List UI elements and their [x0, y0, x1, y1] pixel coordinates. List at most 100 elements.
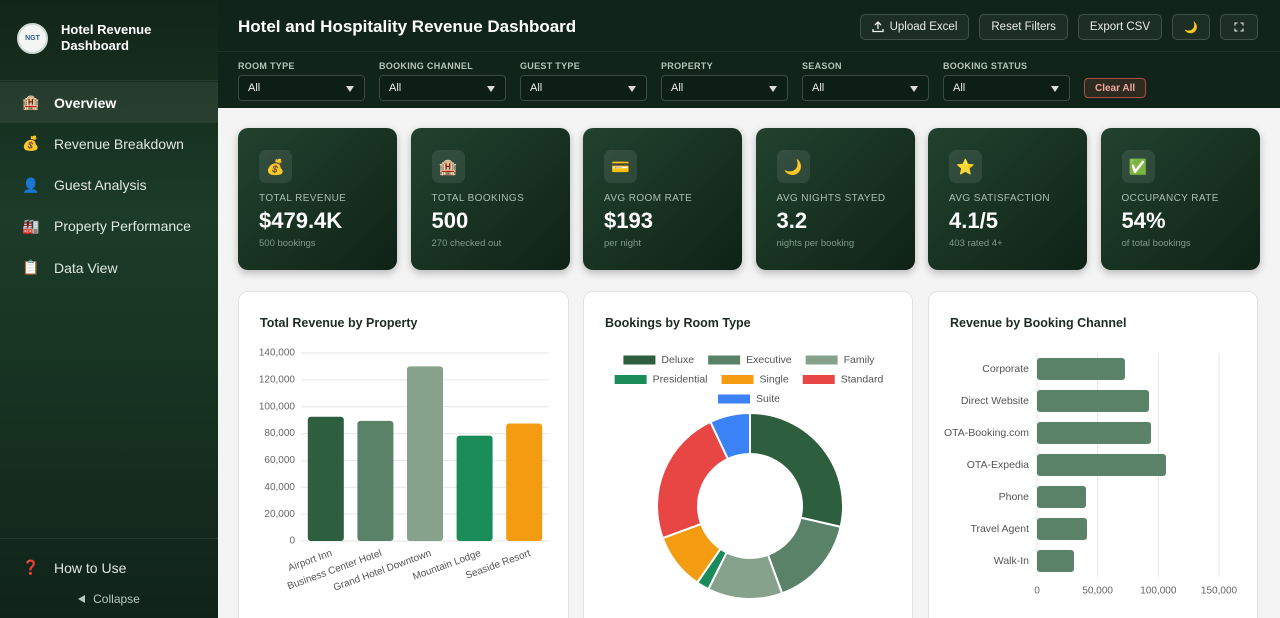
- y-tick-label: 80,000: [264, 428, 295, 439]
- x-tick-label: 150,000: [1201, 586, 1238, 597]
- theme-toggle[interactable]: 🌙: [1172, 14, 1210, 40]
- nav-item[interactable]: 📋 Data View: [0, 247, 218, 288]
- kpi-sub: nights per booking: [776, 238, 855, 249]
- y-tick-label: 140,000: [259, 348, 296, 359]
- fullscreen-button[interactable]: [1220, 14, 1258, 40]
- logo: NGT: [17, 23, 48, 54]
- kpi-label: AVG ROOM RATE: [604, 193, 693, 204]
- nav-item[interactable]: 💰 Revenue Breakdown: [0, 123, 218, 164]
- filter-label: PROPERTY: [661, 61, 713, 71]
- legend-item: Standard: [802, 373, 884, 385]
- bar: [1037, 454, 1166, 476]
- legend-swatch: [708, 355, 741, 365]
- nav-icon: 📋: [22, 259, 40, 275]
- header-button[interactable]: Reset Filters: [979, 14, 1068, 40]
- x-tick-label: 50,000: [1082, 586, 1113, 597]
- doughnut-segment: [709, 411, 751, 461]
- help-link[interactable]: ❓ How to Use: [0, 547, 218, 588]
- kpi-sub: of total bookings: [1121, 238, 1191, 249]
- filter-label: SEASON: [802, 61, 842, 71]
- nav-label: Property Performance: [54, 218, 191, 235]
- filter: BOOKING CHANNEL All: [379, 61, 506, 101]
- y-tick-label: Walk-In: [994, 555, 1029, 567]
- nav-item[interactable]: 🏭 Property Performance: [0, 206, 218, 247]
- nav-item[interactable]: 👤 Guest Analysis: [0, 165, 218, 206]
- collapse-button[interactable]: Collapse: [0, 592, 218, 606]
- nav-icon: 🏭: [22, 217, 40, 234]
- filter-label: BOOKING STATUS: [943, 61, 1028, 71]
- y-tick-label: Travel Agent: [970, 523, 1029, 535]
- help-icon: ❓: [22, 559, 40, 575]
- fullscreen-icon: [1234, 22, 1244, 32]
- filter: SEASON All: [802, 61, 929, 101]
- kpi-card: 💰 TOTAL REVENUE $479.4K 500 bookings: [238, 128, 397, 270]
- filter-select[interactable]: All: [238, 75, 365, 101]
- nav-icon: 💰: [22, 135, 40, 152]
- y-tick-label: Corporate: [982, 363, 1029, 375]
- y-tick-label: Direct Website: [961, 395, 1029, 407]
- kpi-label: OCCUPANCY RATE: [1121, 193, 1219, 204]
- filter-select[interactable]: All: [520, 75, 647, 101]
- y-tick-label: 40,000: [264, 482, 295, 493]
- clear-button[interactable]: Clear All: [1084, 78, 1147, 98]
- filter-select[interactable]: All: [943, 75, 1070, 101]
- bar: [407, 366, 443, 541]
- legend-label: Suite: [756, 393, 780, 405]
- bar: [1037, 518, 1087, 540]
- chart: 0 50,000 100,000 150,000 Corporate Direct Web…: [944, 353, 1238, 597]
- doughnut-segment: [749, 411, 844, 529]
- chart-title: Revenue by Booking Channel: [950, 316, 1127, 330]
- filter-label: GUEST TYPE: [520, 61, 581, 71]
- button-label: Upload Excel: [889, 21, 958, 33]
- filter: ROOM TYPE All: [238, 61, 365, 101]
- kpi-sub: 500 bookings: [259, 238, 316, 249]
- fullscreen-glyph: [1234, 22, 1244, 32]
- y-tick-label: OTA-Expedia: [967, 459, 1029, 471]
- chart-card: 0 50,000 100,000 150,000 Corporate Direct Web…: [928, 291, 1258, 618]
- header-button[interactable]: Upload Excel: [859, 14, 970, 40]
- legend-label: Presidential: [653, 373, 708, 385]
- y-tick-label: OTA-Booking.com: [944, 427, 1029, 439]
- legend-swatch: [623, 355, 656, 365]
- kpi-value: 3.2: [776, 208, 808, 233]
- nav-item[interactable]: 🏨 Overview: [0, 82, 218, 123]
- header: Hotel and Hospitality Revenue Dashboard …: [218, 0, 1280, 52]
- kpi-sub: 270 checked out: [431, 238, 502, 249]
- legend-label: Single: [760, 373, 789, 385]
- kpi-value: 500: [431, 208, 469, 233]
- button-label: Reset Filters: [991, 21, 1056, 33]
- legend-item: Suite: [718, 393, 780, 405]
- filter-select[interactable]: All: [802, 75, 929, 101]
- legend-swatch: [721, 375, 754, 384]
- legend-label: Standard: [841, 373, 884, 385]
- sidebar: NGT Hotel Revenue Dashboard 🏨 Overview 💰 Re…: [0, 0, 218, 618]
- filter-select[interactable]: All: [661, 75, 788, 101]
- filter-select[interactable]: All: [379, 75, 506, 101]
- chart-title: Total Revenue by Property: [260, 316, 418, 330]
- bar: [1037, 422, 1152, 444]
- nav-icon: 👤: [22, 176, 40, 193]
- legend-swatch: [718, 394, 751, 404]
- chart: Deluxe Executive Family Presidential Single S…: [614, 354, 884, 600]
- bar: [456, 435, 493, 541]
- header-button[interactable]: Export CSV: [1077, 14, 1162, 40]
- kpi-label: TOTAL REVENUE: [259, 193, 347, 204]
- chart-title: Bookings by Room Type: [605, 316, 751, 330]
- upload-glyph: [871, 21, 884, 33]
- kpi-row: 💰 TOTAL REVENUE $479.4K 500 bookings 🏨 TOTAL …: [238, 128, 1260, 270]
- nav-label: Revenue Breakdown: [54, 135, 184, 152]
- legend-label: Deluxe: [661, 354, 694, 366]
- kpi-label: AVG SATISFACTION: [949, 193, 1051, 204]
- bar: [1037, 550, 1075, 572]
- legend-item: Presidential: [614, 373, 708, 385]
- legend-item: Single: [721, 373, 789, 385]
- bar: [1037, 390, 1149, 412]
- y-tick-label: 20,000: [264, 509, 295, 520]
- filter: BOOKING STATUS All: [943, 61, 1070, 101]
- filter-label: ROOM TYPE: [238, 61, 295, 71]
- kpi-icon: 🏨: [431, 150, 465, 183]
- header-buttons: Upload Excel Reset Filters Export CSV 🌙: [859, 14, 1258, 40]
- legend-swatch: [614, 375, 647, 384]
- kpi-card: 🏨 TOTAL BOOKINGS 500 270 checked out: [410, 128, 570, 270]
- nav-icon: 🏨: [22, 94, 40, 110]
